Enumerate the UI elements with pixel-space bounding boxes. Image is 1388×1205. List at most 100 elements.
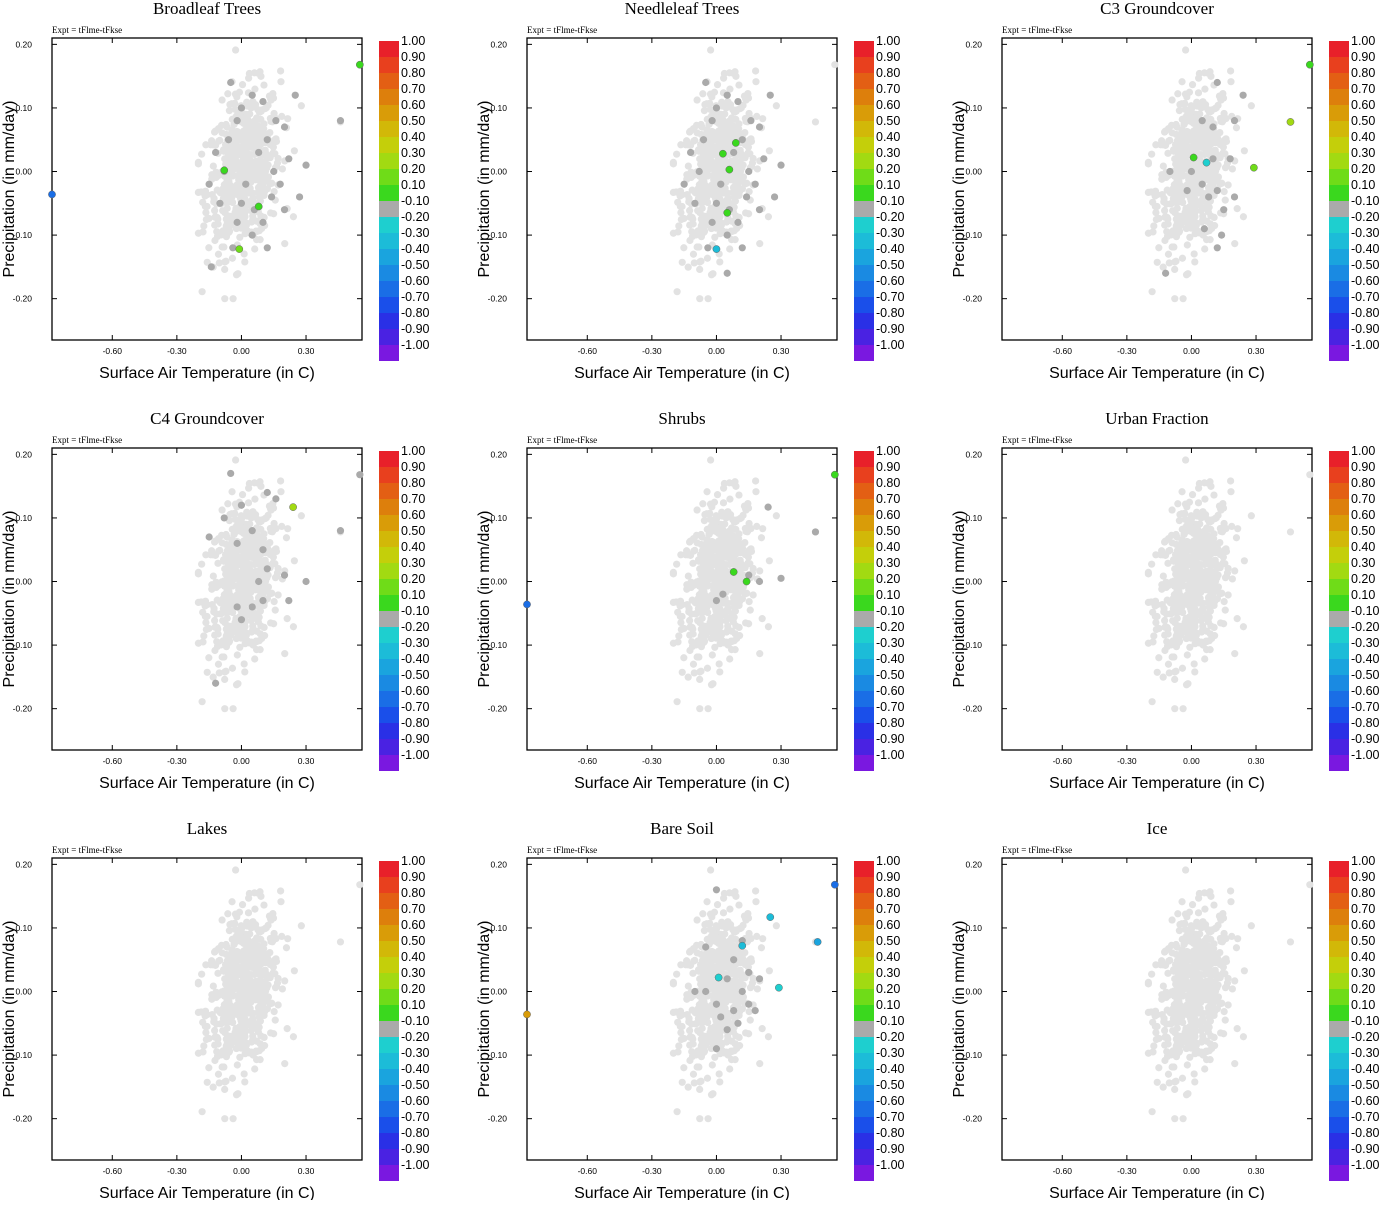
colorbar-label: 0.10	[1351, 178, 1375, 192]
background-point	[1168, 506, 1175, 513]
background-point	[719, 512, 726, 519]
background-point	[1161, 207, 1168, 214]
colorbar-swatch	[1329, 611, 1349, 627]
background-point	[726, 245, 733, 252]
x-tick-label: 0.30	[298, 346, 315, 356]
background-point	[270, 527, 277, 534]
background-point	[216, 669, 223, 676]
background-point	[1227, 67, 1234, 74]
x-tick-label: -0.60	[103, 756, 123, 766]
background-point	[231, 920, 238, 927]
background-point	[222, 668, 229, 675]
background-point	[261, 1008, 268, 1015]
background-point	[272, 984, 279, 991]
background-point	[739, 512, 746, 519]
colorbar-swatch	[379, 659, 399, 675]
colorbar-swatch	[1329, 137, 1349, 153]
gray-point	[771, 193, 778, 200]
colorbar-swatch	[379, 579, 399, 595]
background-point	[257, 893, 264, 900]
colorbar-swatch	[379, 41, 399, 57]
background-point	[199, 1108, 206, 1115]
colorbar-label: -0.30	[876, 636, 905, 650]
background-point	[218, 916, 225, 923]
background-point	[680, 244, 687, 251]
gray-point	[281, 206, 288, 213]
background-point	[272, 574, 279, 581]
background-point	[239, 901, 246, 908]
gray-point	[1201, 225, 1208, 232]
background-point	[233, 681, 240, 688]
background-point	[250, 614, 257, 621]
colored-point	[724, 209, 731, 216]
background-point	[251, 906, 258, 913]
panel-title: Needleleaf Trees	[625, 0, 740, 18]
colorbar-swatch	[379, 233, 399, 249]
background-point	[1179, 142, 1186, 149]
colorbar-swatch	[854, 499, 874, 515]
colorbar-swatch	[1329, 329, 1349, 345]
gray-point	[730, 149, 737, 156]
background-point	[742, 551, 749, 558]
background-point	[223, 541, 230, 548]
background-point	[1214, 161, 1221, 168]
colorbar-swatch	[379, 201, 399, 217]
background-point	[698, 589, 705, 596]
background-point	[732, 236, 739, 243]
colorbar-swatch	[854, 329, 874, 345]
background-point	[670, 159, 677, 166]
background-point	[211, 948, 218, 955]
background-point	[721, 530, 728, 537]
background-point	[711, 234, 718, 241]
x-tick-label: 0.30	[773, 346, 790, 356]
colorbar-swatch	[1329, 265, 1349, 281]
background-point	[273, 958, 280, 965]
background-point	[1174, 152, 1181, 159]
background-point	[674, 638, 681, 645]
background-point	[1164, 214, 1171, 221]
background-point	[686, 538, 693, 545]
colorbar-swatch	[854, 105, 874, 121]
background-point	[1165, 547, 1172, 554]
colorbar-label: -0.70	[876, 700, 905, 714]
background-point	[290, 623, 297, 630]
background-point	[240, 128, 247, 135]
background-point	[721, 110, 728, 117]
background-point	[273, 548, 280, 555]
background-point	[267, 1029, 274, 1036]
background-point	[677, 613, 684, 620]
colorbar-label: 0.70	[876, 492, 900, 506]
gray-point	[704, 244, 711, 251]
colorbar-swatch	[379, 483, 399, 499]
colorbar-label: 0.10	[876, 178, 900, 192]
colorbar-label: 0.50	[1351, 114, 1375, 128]
background-point	[831, 61, 838, 68]
background-point	[1196, 530, 1203, 537]
background-point	[1207, 608, 1214, 615]
background-point	[211, 207, 218, 214]
background-point	[695, 556, 702, 563]
y-axis-label: Precipitation (in mm/day)	[1, 921, 18, 1098]
background-point	[1214, 102, 1221, 109]
colorbar-swatch	[854, 313, 874, 329]
background-point	[690, 251, 697, 258]
colorbar-swatch	[379, 467, 399, 483]
background-point	[1169, 653, 1176, 660]
background-point	[234, 172, 241, 179]
colorbar-swatch	[1329, 755, 1349, 771]
background-point	[699, 615, 706, 622]
background-point	[224, 90, 231, 97]
x-tick-label: -0.30	[642, 756, 662, 766]
background-point	[1201, 168, 1208, 175]
background-point	[245, 976, 252, 983]
colorbar-label: 0.80	[401, 476, 425, 490]
background-point	[251, 889, 258, 896]
background-point	[215, 957, 222, 964]
background-point	[1194, 102, 1201, 109]
background-point	[224, 615, 231, 622]
background-point	[205, 625, 212, 632]
background-point	[245, 499, 252, 506]
background-point	[1190, 538, 1197, 545]
